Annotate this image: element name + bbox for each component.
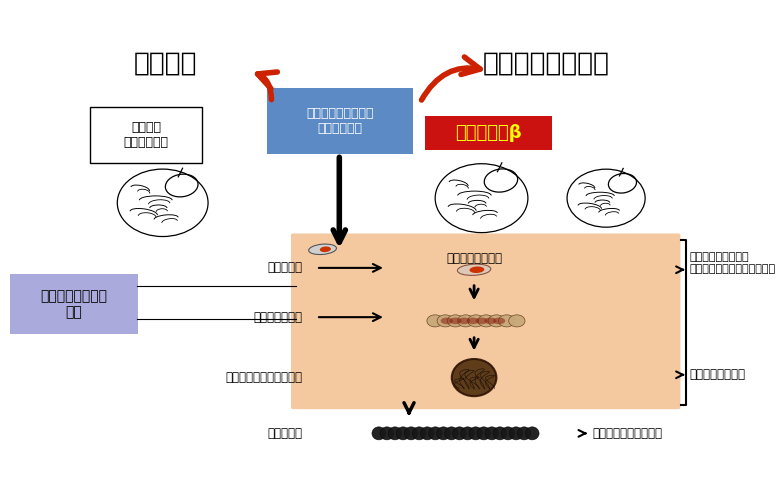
- Text: タウ同士が結合: タウ同士が結合: [254, 311, 302, 324]
- Ellipse shape: [468, 315, 484, 327]
- Ellipse shape: [447, 315, 463, 327]
- Ellipse shape: [441, 318, 453, 324]
- Ellipse shape: [501, 427, 515, 440]
- FancyBboxPatch shape: [425, 116, 552, 150]
- Text: 生理現象
としての老化: 生理現象 としての老化: [123, 121, 168, 149]
- Text: タウの線維: タウの線維: [267, 427, 302, 440]
- Ellipse shape: [309, 244, 336, 254]
- Ellipse shape: [380, 427, 394, 440]
- Ellipse shape: [372, 427, 385, 440]
- Ellipse shape: [509, 427, 523, 440]
- Ellipse shape: [452, 359, 496, 396]
- FancyBboxPatch shape: [267, 88, 413, 154]
- Ellipse shape: [461, 427, 474, 440]
- Ellipse shape: [498, 315, 515, 327]
- Ellipse shape: [470, 266, 484, 273]
- Ellipse shape: [477, 427, 491, 440]
- Ellipse shape: [388, 427, 402, 440]
- Ellipse shape: [493, 427, 507, 440]
- Text: タウが凝集して不溶性に: タウが凝集して不溶性に: [225, 371, 302, 384]
- Ellipse shape: [420, 427, 434, 440]
- Text: ニューロンが死滅: ニューロンが死滅: [690, 368, 746, 381]
- Ellipse shape: [437, 315, 453, 327]
- Text: 神経原線維変化の形成: 神経原線維変化の形成: [592, 427, 662, 440]
- Ellipse shape: [396, 427, 410, 440]
- Ellipse shape: [466, 318, 479, 324]
- Ellipse shape: [428, 427, 442, 440]
- Ellipse shape: [413, 427, 426, 440]
- Ellipse shape: [427, 315, 443, 327]
- FancyBboxPatch shape: [90, 107, 202, 163]
- Ellipse shape: [526, 427, 539, 440]
- Ellipse shape: [488, 315, 505, 327]
- Ellipse shape: [476, 318, 488, 324]
- Ellipse shape: [452, 427, 466, 440]
- Ellipse shape: [458, 315, 474, 327]
- Ellipse shape: [493, 318, 505, 324]
- Text: タウをリン酸化する
酵素の活性化: タウをリン酸化する 酵素の活性化: [306, 107, 374, 135]
- Text: 治療で目指すべき
箇所: 治療で目指すべき 箇所: [41, 289, 108, 319]
- Ellipse shape: [445, 427, 459, 440]
- FancyBboxPatch shape: [291, 233, 680, 409]
- Ellipse shape: [478, 315, 495, 327]
- Ellipse shape: [485, 427, 498, 440]
- Text: リン酸化したタウ: リン酸化したタウ: [446, 252, 502, 265]
- Ellipse shape: [437, 427, 450, 440]
- FancyBboxPatch shape: [10, 275, 137, 334]
- Text: 単体のタウ: 単体のタウ: [267, 262, 302, 275]
- Ellipse shape: [458, 318, 470, 324]
- Text: アルツハイマー病: アルツハイマー病: [483, 50, 610, 76]
- Ellipse shape: [517, 427, 531, 440]
- Text: シナプスがなくなり
新しいことを覚えにくくなる: シナプスがなくなり 新しいことを覚えにくくなる: [690, 252, 776, 274]
- Ellipse shape: [469, 427, 483, 440]
- Ellipse shape: [449, 318, 462, 324]
- Text: 脳の老化: 脳の老化: [133, 50, 197, 76]
- Ellipse shape: [484, 318, 497, 324]
- Ellipse shape: [509, 315, 525, 327]
- Ellipse shape: [320, 246, 331, 252]
- Ellipse shape: [457, 264, 491, 276]
- Ellipse shape: [404, 427, 418, 440]
- Text: アミロイドβ: アミロイドβ: [456, 124, 522, 142]
